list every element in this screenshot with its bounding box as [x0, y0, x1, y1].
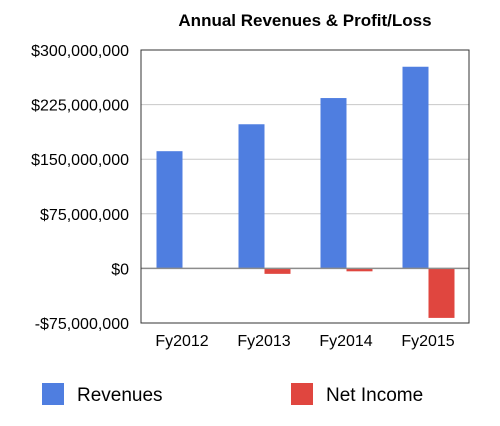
net-income-bar-fy2014 — [346, 268, 373, 272]
y-tick-label: $225,000,000 — [31, 98, 129, 115]
legend-swatch — [42, 383, 64, 405]
legend: Revenues Net Income — [42, 383, 423, 406]
net-income-bar-fy2013 — [264, 268, 291, 274]
legend-item-revenues: Revenues — [42, 383, 163, 406]
plot-frame — [140, 49, 470, 324]
revenue-bar-fy2014 — [320, 98, 347, 269]
chart-title: Annual Revenues & Profit/Loss — [178, 11, 431, 30]
net-income-bar-fy2015 — [428, 268, 455, 318]
bars — [156, 66, 455, 318]
x-tick-label: Fy2012 — [155, 333, 208, 350]
y-tick-label: $0 — [111, 261, 129, 278]
legend-swatch — [291, 383, 313, 405]
y-tick-label: $150,000,000 — [31, 152, 129, 169]
y-axis-ticks: $300,000,000 $225,000,000 $150,000,000 $75,… — [31, 43, 129, 333]
y-tick-label: -$75,000,000 — [35, 316, 129, 333]
y-tick-label: $300,000,000 — [31, 43, 129, 60]
x-axis-ticks: Fy2012 Fy2013 Fy2014 Fy2015 — [155, 333, 454, 350]
legend-item-net-income: Net Income — [291, 383, 423, 406]
x-tick-label: Fy2014 — [319, 333, 372, 350]
revenue-bar-fy2013 — [238, 124, 265, 269]
revenue-bar-fy2012 — [156, 151, 183, 269]
x-tick-label: Fy2013 — [237, 333, 290, 350]
legend-label: Net Income — [326, 385, 423, 406]
y-tick-label: $75,000,000 — [40, 207, 129, 224]
legend-label: Revenues — [77, 385, 163, 406]
revenue-bar-fy2015 — [402, 66, 429, 269]
x-tick-label: Fy2015 — [401, 333, 454, 350]
